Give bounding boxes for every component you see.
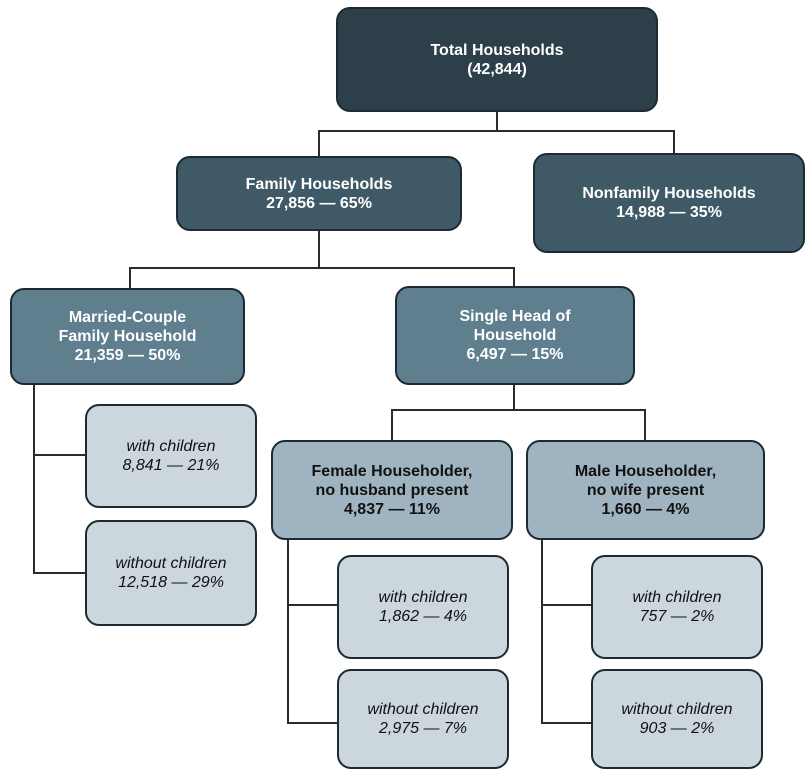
node-title-line1: Male Householder,	[574, 462, 717, 480]
connector-male	[541, 540, 592, 724]
node-title-line2: Household	[473, 327, 557, 344]
connector-total	[318, 112, 675, 157]
female-householder-node: Female Householder, no husband present 4…	[271, 440, 513, 540]
married-couple-node: Married-Couple Family Household 21,359 —…	[10, 288, 245, 385]
connector-family	[129, 230, 515, 289]
node-title-line2: Family Household	[58, 328, 197, 345]
married-without-children-node: without children 12,518 — 29%	[85, 520, 257, 626]
node-value: 14,988 — 35%	[616, 204, 722, 221]
family-households-node: Family Households 27,856 — 65%	[176, 156, 462, 231]
node-value: 27,856 — 65%	[266, 194, 372, 212]
node-title: with children	[378, 589, 468, 606]
node-value: 757 — 2%	[639, 608, 715, 625]
node-value: 2,975 — 7%	[378, 720, 468, 737]
node-title-line2: no wife present	[586, 481, 705, 499]
node-value: 8,841 — 21%	[122, 457, 220, 474]
node-title: Total Households	[430, 41, 564, 59]
node-title: with children	[126, 438, 216, 455]
female-without-children-node: without children 2,975 — 7%	[337, 669, 509, 769]
node-title: Family Households	[245, 175, 393, 193]
connector-single-head	[391, 385, 646, 441]
node-title-line1: Female Householder,	[311, 462, 473, 480]
female-with-children-node: with children 1,862 — 4%	[337, 555, 509, 659]
married-with-children-node: with children 8,841 — 21%	[85, 404, 257, 508]
node-value: 12,518 — 29%	[118, 574, 224, 591]
node-title-line2: no husband present	[315, 481, 469, 499]
node-title: without children	[367, 701, 479, 718]
node-title: without children	[621, 701, 733, 718]
single-head-node: Single Head of Household 6,497 — 15%	[395, 286, 635, 385]
node-value: 21,359 — 50%	[74, 347, 181, 364]
male-without-children-node: without children 903 — 2%	[591, 669, 763, 769]
node-title-line1: Married-Couple	[68, 309, 187, 326]
total-households-node: Total Households (42,844)	[336, 7, 658, 112]
node-value: 1,862 — 4%	[378, 608, 468, 625]
node-title: without children	[115, 555, 227, 572]
node-value: 903 — 2%	[639, 720, 715, 737]
node-title-line1: Single Head of	[459, 308, 571, 325]
node-value: 6,497 — 15%	[466, 346, 564, 363]
node-value: 1,660 — 4%	[601, 500, 690, 518]
node-value: 4,837 — 11%	[343, 500, 441, 518]
male-householder-node: Male Householder, no wife present 1,660 …	[526, 440, 765, 540]
connector-female	[287, 540, 338, 724]
node-title: with children	[632, 589, 722, 606]
male-with-children-node: with children 757 — 2%	[591, 555, 763, 659]
connector-married	[33, 385, 86, 574]
node-value: (42,844)	[467, 60, 527, 78]
nonfamily-households-node: Nonfamily Households 14,988 — 35%	[533, 153, 805, 253]
node-title: Nonfamily Households	[582, 185, 756, 202]
